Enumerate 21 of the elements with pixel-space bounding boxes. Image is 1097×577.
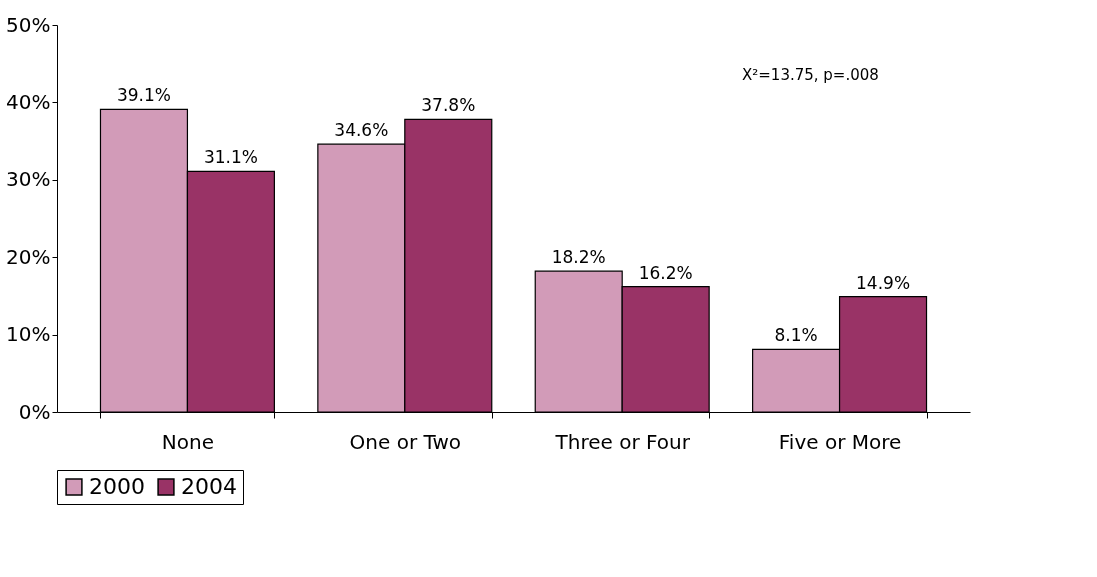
annotation: X²=13.75, p=.008 <box>742 66 879 84</box>
y-tick-label: 50% <box>6 12 51 37</box>
data-label: 8.1% <box>774 325 818 346</box>
y-tick-label: 10% <box>6 322 51 347</box>
data-label: 31.1% <box>203 147 258 168</box>
x-tick-label: Three or Four <box>554 429 691 454</box>
y-tick-label: 40% <box>6 89 51 114</box>
x-tick-label: None <box>161 429 215 454</box>
y-tick-label: 30% <box>6 167 51 192</box>
x-tick-label: Five or More <box>778 429 902 454</box>
legend-label: 2000 <box>89 474 145 499</box>
x-tick-label: One or Two <box>349 429 462 454</box>
y-tick-label: 20% <box>6 244 51 269</box>
data-label: 37.8% <box>421 95 476 116</box>
data-label: 34.6% <box>334 120 389 141</box>
y-tick-label: 0% <box>18 399 51 424</box>
legend-label: 2004 <box>181 474 237 499</box>
data-label: 18.2% <box>551 247 606 268</box>
data-label: 16.2% <box>638 262 693 283</box>
data-label: 39.1% <box>116 85 171 106</box>
data-label: 14.9% <box>856 272 911 293</box>
